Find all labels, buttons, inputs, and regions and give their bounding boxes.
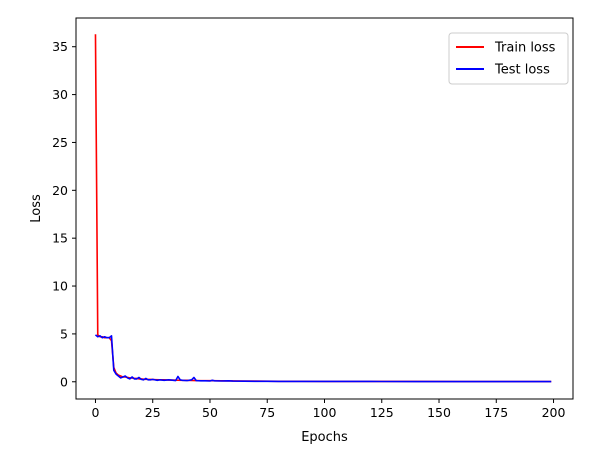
x-tick-label: 50 xyxy=(202,405,218,420)
x-tick-label: 100 xyxy=(313,405,337,420)
legend-label-train-loss: Train loss xyxy=(494,41,556,56)
y-tick-label: 30 xyxy=(52,87,68,102)
x-tick-label: 75 xyxy=(259,405,275,420)
y-tick-label: 25 xyxy=(52,135,68,150)
y-tick-label: 10 xyxy=(52,279,68,294)
y-tick-label: 15 xyxy=(52,231,68,246)
plot-frame xyxy=(75,17,574,400)
x-tick-label: 175 xyxy=(484,405,508,420)
y-tick-label: 35 xyxy=(52,39,68,54)
series-line-test-loss xyxy=(94,334,552,383)
y-tick-label: 5 xyxy=(60,326,68,341)
x-tick-label: 125 xyxy=(370,405,394,420)
x-axis-label: Epochs xyxy=(301,430,348,445)
y-tick-label: 0 xyxy=(60,374,68,389)
x-tick-label: 0 xyxy=(91,405,99,420)
x-tick-label: 25 xyxy=(145,405,161,420)
legend-box xyxy=(448,32,569,85)
y-tick-label: 20 xyxy=(52,183,68,198)
x-tick-label: 150 xyxy=(427,405,451,420)
legend: Train loss Test loss xyxy=(448,32,569,85)
lines-layer xyxy=(94,34,552,383)
y-axis-label: Loss xyxy=(29,194,44,223)
ticks-layer: 0 25 50 75 100 125 150 175 200 0 5 10 15 20 25 30 35 xyxy=(52,39,565,420)
x-tick-label: 200 xyxy=(542,405,566,420)
legend-label-test-loss: Test loss xyxy=(494,63,550,78)
